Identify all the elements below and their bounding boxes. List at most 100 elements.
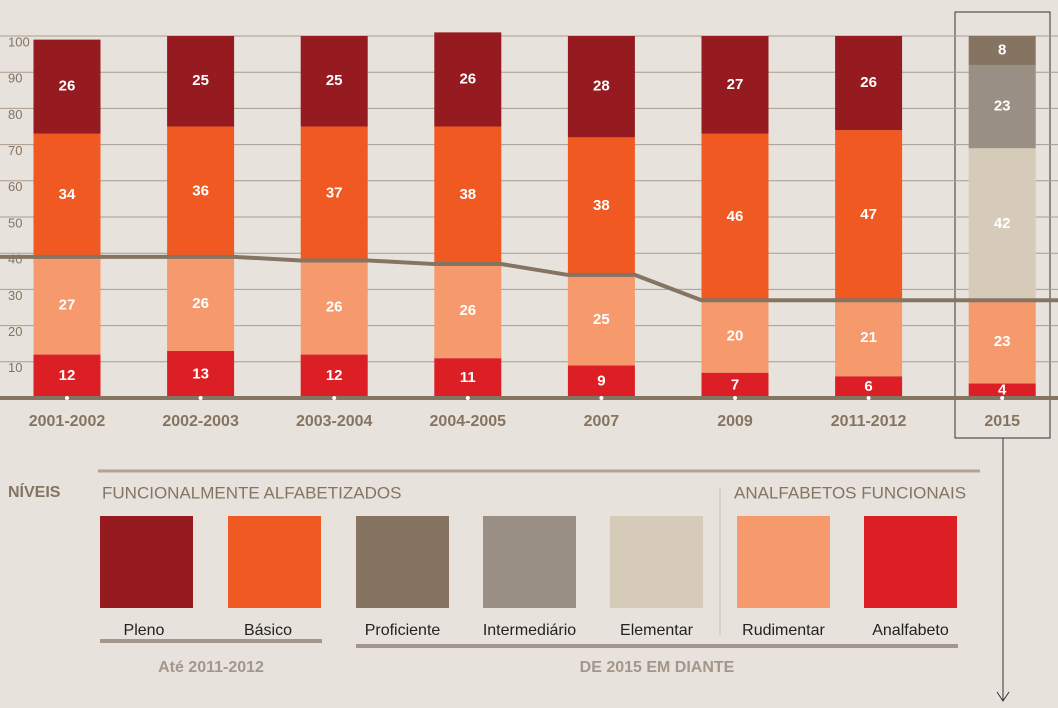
bar-segment xyxy=(701,133,769,301)
value-label: 7 xyxy=(731,376,739,393)
bar-segment xyxy=(33,256,101,355)
legend-swatch xyxy=(864,516,957,608)
bar-segment xyxy=(33,133,101,257)
value-label: 47 xyxy=(860,206,877,223)
axis-dot xyxy=(65,396,69,400)
legend-swatch xyxy=(356,516,449,608)
bar-segment xyxy=(968,383,1036,398)
value-label: 23 xyxy=(994,98,1011,115)
y-tick-label: 60 xyxy=(8,179,22,194)
value-label: 9 xyxy=(597,373,605,390)
x-tick-label: 2015 xyxy=(984,413,1020,430)
bar-segment xyxy=(567,36,635,138)
bar-segment xyxy=(835,376,903,398)
value-label: 26 xyxy=(459,70,476,87)
legend-label: Pleno xyxy=(124,622,165,639)
value-label: 38 xyxy=(459,186,476,203)
legend-swatch xyxy=(483,516,576,608)
y-tick-label: 90 xyxy=(8,71,22,86)
value-label: 26 xyxy=(459,302,476,319)
legend-label: Elementar xyxy=(620,622,694,639)
period-label: Até 2011-2012 xyxy=(158,659,264,676)
bar-segment xyxy=(167,36,235,127)
bar-segment xyxy=(33,354,101,398)
bar-segment xyxy=(300,126,368,261)
value-label: 34 xyxy=(59,186,76,203)
value-label: 25 xyxy=(593,311,610,328)
bar-segment xyxy=(567,274,635,366)
legend-title: NÍVEIS xyxy=(8,482,61,501)
y-tick-label: 30 xyxy=(8,288,22,303)
value-label: 12 xyxy=(59,367,76,384)
bar-segment xyxy=(434,264,502,359)
bar-segment xyxy=(701,36,769,134)
value-label: 26 xyxy=(59,78,76,95)
value-label: 25 xyxy=(326,72,343,89)
legend-swatch xyxy=(100,516,193,608)
bar-segment xyxy=(968,64,1036,149)
bar-segment xyxy=(167,256,235,351)
value-label: 6 xyxy=(864,378,872,395)
bar-segment xyxy=(835,130,903,301)
bar-segment xyxy=(968,36,1036,65)
value-label: 28 xyxy=(593,78,610,95)
y-tick-label: 70 xyxy=(8,143,22,158)
value-label: 27 xyxy=(727,76,744,93)
x-tick-label: 2002-2003 xyxy=(162,413,239,430)
bar-segment xyxy=(968,300,1036,384)
x-tick-label: 2009 xyxy=(717,413,753,430)
axis-dot xyxy=(465,396,470,400)
x-tick-label: 2011-2012 xyxy=(831,413,907,430)
axis-dot xyxy=(1000,396,1005,400)
legend-label: Intermediário xyxy=(483,622,576,639)
y-tick-label: 10 xyxy=(8,360,22,375)
value-label: 46 xyxy=(727,208,744,225)
bar-segment xyxy=(434,126,502,265)
value-label: 27 xyxy=(59,297,76,314)
period-label: DE 2015 EM DIANTE xyxy=(580,659,735,676)
group-label: ANALFABETOS FUNCIONAIS xyxy=(734,483,966,502)
value-label: 26 xyxy=(860,74,877,91)
value-label: 23 xyxy=(994,333,1011,350)
value-label: 26 xyxy=(192,295,209,312)
axis-dot xyxy=(733,396,737,400)
bar-segment xyxy=(167,350,235,398)
value-label: 4 xyxy=(998,382,1007,399)
value-label: 8 xyxy=(998,41,1006,58)
legend-label: Proficiente xyxy=(365,622,441,639)
y-tick-label: 40 xyxy=(8,252,22,267)
bar-segment xyxy=(968,148,1036,301)
group-label: FUNCIONALMENTE ALFABETIZADOS xyxy=(102,483,401,502)
axis-dot xyxy=(599,396,604,400)
arrow-head xyxy=(996,691,1010,702)
x-tick-label: 2001-2002 xyxy=(29,413,106,430)
y-tick-label: 100 xyxy=(8,34,30,49)
value-label: 12 xyxy=(326,367,343,384)
legend-swatch xyxy=(610,516,703,608)
bar-segment xyxy=(835,300,903,377)
legend-swatch xyxy=(228,516,321,608)
value-label: 11 xyxy=(460,369,476,386)
y-tick-label: 80 xyxy=(8,107,22,122)
bar-segment xyxy=(434,32,502,127)
bar-segment xyxy=(567,365,635,398)
value-label: 13 xyxy=(192,365,209,382)
bar-segment xyxy=(300,36,368,127)
value-label: 38 xyxy=(593,197,610,214)
bar-segment xyxy=(701,372,769,398)
bar-segment xyxy=(567,137,635,275)
bar-segment xyxy=(300,354,368,398)
bar-segment xyxy=(835,36,903,131)
x-tick-label: 2003-2004 xyxy=(296,413,373,430)
legend-label: Analfabeto xyxy=(872,622,949,639)
bar-segment xyxy=(701,300,769,373)
value-label: 20 xyxy=(727,327,744,344)
axis-dot xyxy=(198,396,203,400)
value-label: 36 xyxy=(192,183,209,200)
value-label: 42 xyxy=(994,215,1011,232)
value-label: 26 xyxy=(326,298,343,315)
legend-swatch xyxy=(737,516,830,608)
bar-segment xyxy=(167,126,235,257)
x-tick-label: 2004-2005 xyxy=(430,413,507,430)
